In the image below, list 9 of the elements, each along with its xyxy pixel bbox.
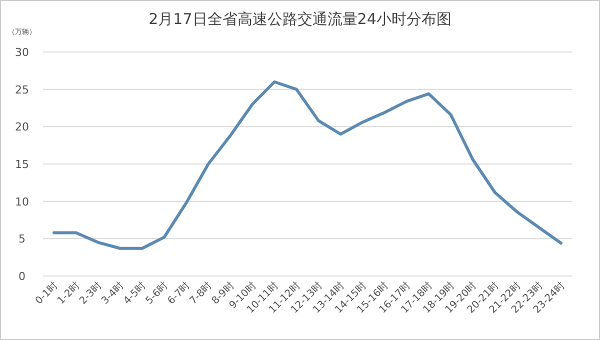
y-tick-label: 5 (18, 232, 26, 246)
chart-title: 2月17日全省高速公路交通流量24小时分布图 (148, 10, 452, 28)
y-tick-label: 30 (15, 46, 29, 59)
y-tick-label: 20 (15, 120, 29, 134)
y-tick-label: 15 (15, 158, 29, 171)
y-tick-label: 25 (15, 83, 29, 96)
y-tick-label: 0 (18, 270, 26, 283)
line-series (52, 80, 562, 250)
y-tick-label: 10 (15, 195, 29, 208)
